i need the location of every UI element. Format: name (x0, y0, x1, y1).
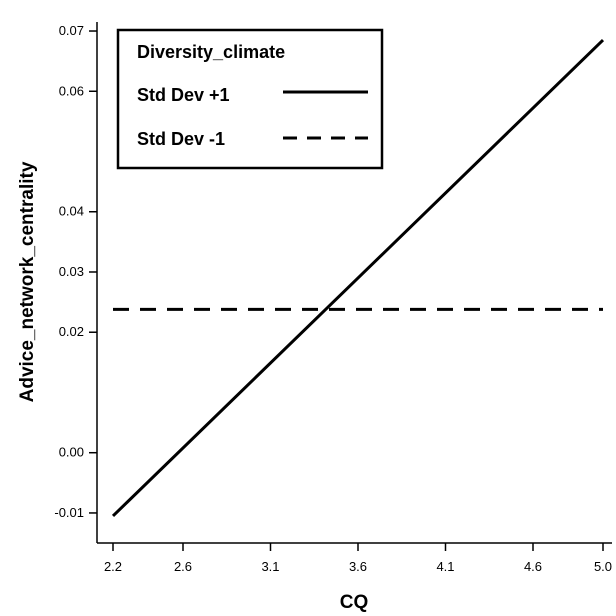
x-tick-label: 2.6 (174, 559, 192, 574)
y-tick-label: 0.04 (59, 204, 84, 219)
x-axis-title: CQ (340, 592, 369, 613)
x-tick-label: 4.6 (524, 559, 542, 574)
y-axis-title: Advice_network_centrality (17, 161, 38, 402)
y-tick-label: 0.03 (59, 264, 84, 279)
y-ticks: -0.01 0.00 0.02 0.03 0.04 0.06 0.07 (54, 23, 97, 520)
x-ticks: 2.2 2.6 3.1 3.6 4.1 4.6 5.0 (104, 543, 612, 574)
legend: Diversity_climate Std Dev +1 Std Dev -1 (116, 28, 384, 170)
x-tick-label: 3.1 (261, 559, 279, 574)
x-tick-label: 5.0 (594, 559, 612, 574)
x-tick-label: 2.2 (104, 559, 122, 574)
legend-box (116, 28, 384, 170)
y-tick-label: -0.01 (54, 505, 84, 520)
y-tick-label: 0.00 (59, 445, 84, 460)
legend-title: Diversity_climate (137, 42, 285, 62)
legend-item-std-dev-plus-1: Std Dev +1 (137, 85, 230, 105)
y-tick-label: 0.02 (59, 324, 84, 339)
x-tick-label: 4.1 (436, 559, 454, 574)
x-tick-label: 3.6 (349, 559, 367, 574)
series-line-std-dev-plus-1 (111, 38, 605, 518)
y-tick-label: 0.07 (59, 23, 84, 38)
y-tick-label: 0.06 (59, 83, 84, 98)
legend-item-std-dev-minus-1: Std Dev -1 (137, 129, 225, 149)
plot-lines (111, 38, 605, 518)
